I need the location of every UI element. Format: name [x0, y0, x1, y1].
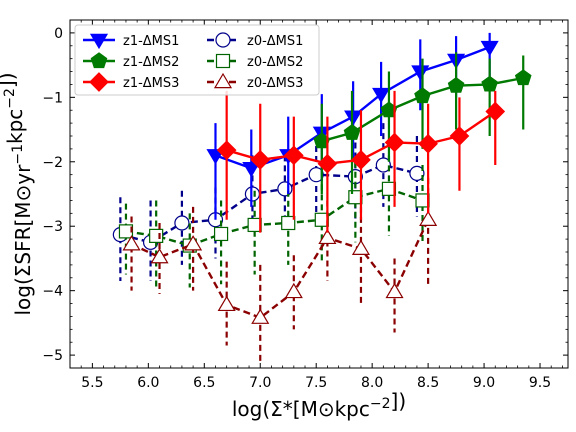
- data-point: [281, 215, 296, 231]
- x-tick-label: 6.5: [193, 375, 215, 391]
- legend-marker: [89, 72, 109, 92]
- data-point: [242, 162, 261, 178]
- series-5: [122, 177, 438, 362]
- data-point: [244, 186, 261, 202]
- data-point: [213, 226, 229, 242]
- legend-label: z1-ΔMS1: [123, 34, 179, 49]
- y-tick-label: −2: [42, 155, 63, 171]
- y-tick-label: −1: [42, 90, 63, 106]
- data-point: [174, 215, 190, 231]
- legend-marker: [213, 72, 233, 89]
- legend: z1-ΔMS1 z1-ΔMS2 z1-ΔMS3 z0-ΔMS1 z0-ΔMS2 z0-ΔM…: [74, 24, 320, 96]
- data-point: [251, 308, 270, 324]
- legend-label: z1-ΔMS3: [123, 76, 179, 91]
- data-point: [481, 75, 498, 92]
- data-point: [485, 101, 506, 122]
- y-axis-label: log(ΣSFR[M⊙yr−1kpc−2]): [0, 72, 35, 315]
- data-point: [449, 126, 470, 146]
- data-point: [184, 235, 203, 251]
- legend-entry: z1-ΔMS1: [83, 33, 179, 50]
- data-point: [351, 149, 371, 170]
- data-point: [308, 167, 324, 183]
- data-point: [217, 295, 236, 312]
- data-point: [385, 282, 404, 299]
- data-point: [284, 282, 303, 299]
- x-axis-label: log(Σ*[M⊙kpc−2]): [232, 389, 406, 421]
- data-point: [375, 157, 391, 173]
- data-point: [216, 140, 237, 161]
- series-1: [313, 52, 532, 194]
- y-tick-label: −5: [42, 348, 63, 364]
- data-point: [277, 181, 293, 197]
- data-point: [409, 165, 425, 181]
- y-tick-label: −4: [42, 284, 63, 300]
- series-2: [216, 90, 506, 233]
- x-tick-label: 9.0: [473, 375, 495, 391]
- data-point: [343, 124, 361, 140]
- y-tick-label: −3: [42, 219, 63, 235]
- plot-frame: [69, 19, 569, 369]
- data-point: [414, 87, 431, 104]
- x-tick-label: 8.0: [361, 375, 383, 391]
- legend-label: z0-ΔMS2: [247, 55, 303, 70]
- data-point: [384, 132, 405, 153]
- legend-entry: z1-ΔMS2: [83, 52, 179, 70]
- x-tick-label: 7.5: [305, 375, 327, 391]
- data-point: [411, 65, 430, 81]
- data-point: [318, 228, 337, 245]
- data-point: [150, 247, 169, 264]
- data-point: [250, 149, 271, 170]
- series-line: [120, 163, 418, 244]
- x-tick-label: 5.5: [81, 375, 103, 391]
- data-point: [149, 228, 164, 243]
- legend-label: z0-ΔMS3: [247, 76, 303, 91]
- data-point: [372, 87, 391, 104]
- data-point: [480, 40, 499, 57]
- data-point: [344, 110, 363, 126]
- data-point: [419, 210, 438, 226]
- legend-marker: [215, 32, 231, 48]
- series-line: [125, 187, 423, 247]
- legend-entry: z0-ΔMS3: [207, 72, 303, 91]
- legend-entry: z0-ΔMS2: [207, 53, 303, 70]
- legend-box: [74, 24, 320, 96]
- x-tick-label: 9.5: [529, 375, 551, 391]
- x-tick-label: 6.0: [137, 375, 159, 391]
- data-point: [317, 153, 338, 174]
- legend-label: z1-ΔMS2: [123, 55, 179, 70]
- legend-marker: [89, 33, 109, 50]
- data-point: [514, 69, 532, 86]
- data-point: [122, 235, 141, 251]
- series-line: [131, 219, 430, 320]
- legend-marker: [215, 53, 231, 69]
- data-point: [418, 133, 438, 154]
- y-tick-label: 0: [54, 26, 63, 42]
- data-layer: [112, 32, 532, 362]
- data-point: [206, 149, 225, 165]
- x-tick-label: 8.5: [417, 375, 439, 391]
- legend-marker: [90, 52, 108, 69]
- data-point: [447, 76, 465, 93]
- legend-entry: z0-ΔMS1: [207, 32, 303, 49]
- data-point: [283, 145, 304, 166]
- x-tick-label: 7.0: [249, 375, 271, 391]
- data-point: [351, 239, 371, 255]
- legend-label: z0-ΔMS1: [247, 34, 303, 49]
- legend-entry: z1-ΔMS3: [83, 72, 179, 92]
